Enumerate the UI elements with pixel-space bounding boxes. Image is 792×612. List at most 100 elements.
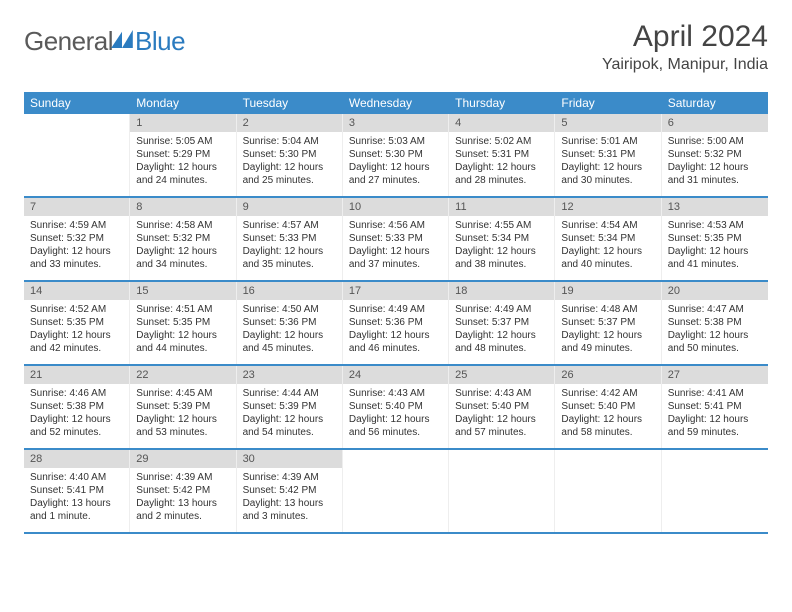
- title-block: April 2024 Yairipok, Manipur, India: [602, 20, 768, 74]
- day-cell: 4Sunrise: 5:02 AMSunset: 5:31 PMDaylight…: [449, 114, 555, 196]
- day-cell: 22Sunrise: 4:45 AMSunset: 5:39 PMDayligh…: [130, 366, 236, 448]
- sunset-text: Sunset: 5:37 PM: [561, 316, 654, 329]
- daylight-text: and 48 minutes.: [455, 342, 548, 355]
- day-number: 9: [237, 198, 342, 216]
- daylight-text: Daylight: 12 hours: [561, 245, 654, 258]
- day-cell: 21 Sunrise: 4:46 AMSunset: 5:38 PMDayligh…: [24, 366, 130, 448]
- week-row: 1Sunrise: 5:05 AMSunset: 5:29 PMDaylight…: [24, 114, 768, 198]
- daylight-text: Daylight: 12 hours: [136, 245, 229, 258]
- sunrise-text: Sunrise: 4:39 AM: [136, 471, 229, 484]
- sunrise-text: Sunrise: 4:55 AM: [455, 219, 548, 232]
- day-number: 19: [555, 282, 660, 300]
- daylight-text: and 53 minutes.: [136, 426, 229, 439]
- day-cell: 7Sunrise: 4:59 AMSunset: 5:32 PMDaylight…: [24, 198, 130, 280]
- sunrise-text: Sunrise: 5:03 AM: [349, 135, 442, 148]
- daylight-text: and 1 minute.: [30, 510, 123, 523]
- dayname-tuesday: Tuesday: [237, 92, 343, 114]
- logo-word2: Blue: [135, 26, 185, 57]
- sunrise-text: Sunrise: 4:59 AM: [30, 219, 123, 232]
- daylight-text: Daylight: 12 hours: [243, 413, 336, 426]
- daylight-text: Daylight: 12 hours: [668, 329, 762, 342]
- logo: General Blue: [24, 26, 185, 57]
- day-number: 2: [237, 114, 342, 132]
- daylight-text: and 52 minutes.: [30, 426, 123, 439]
- sunrise-text: Sunrise: 5:01 AM: [561, 135, 654, 148]
- day-number: 22: [130, 366, 235, 384]
- daylight-text: and 42 minutes.: [30, 342, 123, 355]
- sunrise-text: Sunrise: 4:42 AM: [561, 387, 654, 400]
- day-cell: [343, 450, 449, 532]
- daylight-text: Daylight: 12 hours: [349, 245, 442, 258]
- day-cell: 16Sunrise: 4:50 AMSunset: 5:36 PMDayligh…: [237, 282, 343, 364]
- day-number: 6: [662, 114, 768, 132]
- sunset-text: Sunset: 5:35 PM: [30, 316, 123, 329]
- day-cell: 3Sunrise: 5:03 AMSunset: 5:30 PMDaylight…: [343, 114, 449, 196]
- daylight-text: and 38 minutes.: [455, 258, 548, 271]
- dayname-friday: Friday: [555, 92, 661, 114]
- sunset-text: Sunset: 5:37 PM: [455, 316, 548, 329]
- daylight-text: Daylight: 12 hours: [349, 329, 442, 342]
- daylight-text: and 44 minutes.: [136, 342, 229, 355]
- day-cell: 15Sunrise: 4:51 AMSunset: 5:35 PMDayligh…: [130, 282, 236, 364]
- sunrise-text: Sunrise: 4:50 AM: [243, 303, 336, 316]
- daylight-text: Daylight: 12 hours: [30, 413, 123, 426]
- sunset-text: Sunset: 5:32 PM: [30, 232, 123, 245]
- daylight-text: and 54 minutes.: [243, 426, 336, 439]
- day-cell: 10Sunrise: 4:56 AMSunset: 5:33 PMDayligh…: [343, 198, 449, 280]
- day-cell: 28Sunrise: 4:40 AMSunset: 5:41 PMDayligh…: [24, 450, 130, 532]
- day-cell: 11Sunrise: 4:55 AMSunset: 5:34 PMDayligh…: [449, 198, 555, 280]
- daylight-text: and 24 minutes.: [136, 174, 229, 187]
- dayname-thursday: Thursday: [449, 92, 555, 114]
- daylight-text: Daylight: 13 hours: [243, 497, 336, 510]
- day-number: 3: [343, 114, 448, 132]
- day-number: 20: [662, 282, 768, 300]
- weeks-container: 1Sunrise: 5:05 AMSunset: 5:29 PMDaylight…: [24, 114, 768, 534]
- sunrise-text: Sunrise: 4:51 AM: [136, 303, 229, 316]
- week-row: 7Sunrise: 4:59 AMSunset: 5:32 PMDaylight…: [24, 198, 768, 282]
- sunrise-text: Sunrise: 4:46 AM: [30, 387, 123, 400]
- daylight-text: Daylight: 12 hours: [30, 245, 123, 258]
- sunrise-text: Sunrise: 4:44 AM: [243, 387, 336, 400]
- daylight-text: and 33 minutes.: [30, 258, 123, 271]
- day-number: 8: [130, 198, 235, 216]
- daylight-text: and 56 minutes.: [349, 426, 442, 439]
- sunset-text: Sunset: 5:39 PM: [243, 400, 336, 413]
- daylight-text: Daylight: 12 hours: [455, 245, 548, 258]
- day-number: 21: [24, 366, 129, 384]
- sunset-text: Sunset: 5:42 PM: [136, 484, 229, 497]
- day-number: 30: [237, 450, 342, 468]
- sunset-text: Sunset: 5:41 PM: [668, 400, 762, 413]
- daylight-text: Daylight: 12 hours: [349, 413, 442, 426]
- daylight-text: Daylight: 12 hours: [349, 161, 442, 174]
- daylight-text: and 25 minutes.: [243, 174, 336, 187]
- sunset-text: Sunset: 5:40 PM: [455, 400, 548, 413]
- header-row: General Blue April 2024 Yairipok, Manipu…: [24, 20, 768, 74]
- day-cell: [449, 450, 555, 532]
- day-cell: 30Sunrise: 4:39 AMSunset: 5:42 PMDayligh…: [237, 450, 343, 532]
- sunset-text: Sunset: 5:40 PM: [349, 400, 442, 413]
- logo-mark-icon: [111, 30, 133, 48]
- daylight-text: and 40 minutes.: [561, 258, 654, 271]
- day-number: 24: [343, 366, 448, 384]
- logo-word1: General: [24, 26, 113, 57]
- day-number: 25: [449, 366, 554, 384]
- sunrise-text: Sunrise: 4:43 AM: [455, 387, 548, 400]
- sunrise-text: Sunrise: 5:05 AM: [136, 135, 229, 148]
- daylight-text: Daylight: 12 hours: [561, 329, 654, 342]
- daylight-text: and 45 minutes.: [243, 342, 336, 355]
- daylight-text: and 57 minutes.: [455, 426, 548, 439]
- dayname-wednesday: Wednesday: [343, 92, 449, 114]
- day-number: 10: [343, 198, 448, 216]
- sunset-text: Sunset: 5:32 PM: [136, 232, 229, 245]
- daylight-text: Daylight: 13 hours: [136, 497, 229, 510]
- daylight-text: and 41 minutes.: [668, 258, 762, 271]
- daylight-text: Daylight: 12 hours: [243, 161, 336, 174]
- day-cell: 25Sunrise: 4:43 AMSunset: 5:40 PMDayligh…: [449, 366, 555, 448]
- week-row: 14Sunrise: 4:52 AMSunset: 5:35 PMDayligh…: [24, 282, 768, 366]
- daylight-text: Daylight: 12 hours: [561, 413, 654, 426]
- sunset-text: Sunset: 5:41 PM: [30, 484, 123, 497]
- day-header: Sunday Monday Tuesday Wednesday Thursday…: [24, 92, 768, 114]
- daylight-text: and 3 minutes.: [243, 510, 336, 523]
- sunset-text: Sunset: 5:38 PM: [30, 400, 123, 413]
- day-cell: 2Sunrise: 5:04 AMSunset: 5:30 PMDaylight…: [237, 114, 343, 196]
